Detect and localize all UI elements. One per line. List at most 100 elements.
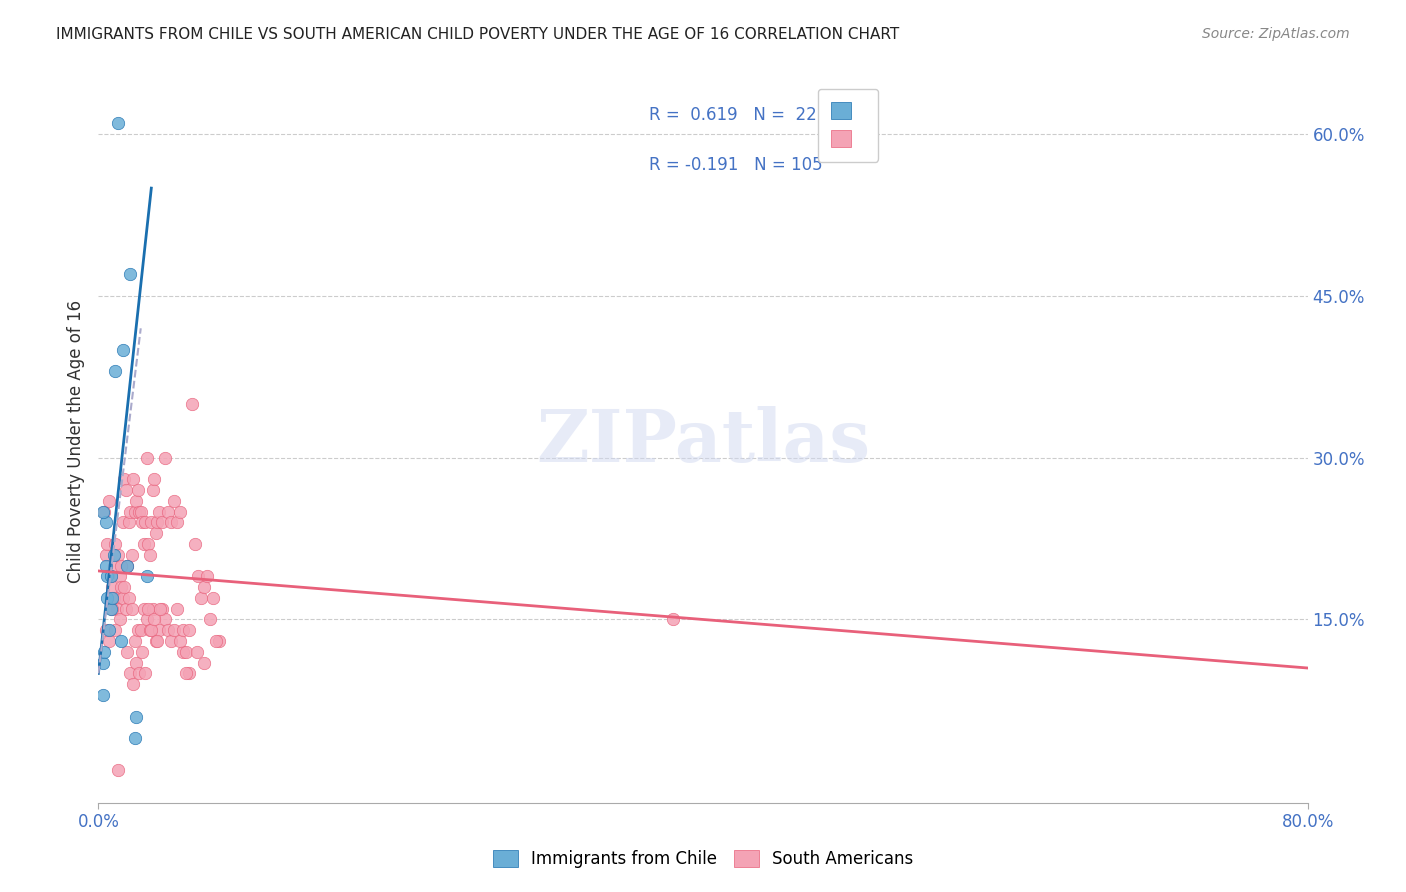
South Americans bbox=[186, 645, 208, 659]
South Americans bbox=[136, 601, 159, 615]
South Americans bbox=[111, 591, 134, 605]
South Americans bbox=[103, 591, 125, 605]
Immigrants from Chile bbox=[96, 569, 118, 583]
Immigrants from Chile bbox=[91, 688, 114, 702]
South Americans bbox=[112, 580, 135, 594]
South Americans bbox=[174, 645, 197, 659]
Immigrants from Chile bbox=[115, 558, 138, 573]
South Americans bbox=[136, 537, 159, 551]
South Americans bbox=[104, 537, 127, 551]
Immigrants from Chile bbox=[120, 268, 142, 282]
Immigrants from Chile bbox=[124, 731, 146, 745]
Immigrants from Chile bbox=[104, 364, 127, 378]
South Americans bbox=[145, 634, 167, 648]
South Americans bbox=[96, 537, 118, 551]
South Americans bbox=[108, 569, 131, 583]
South Americans bbox=[101, 601, 124, 615]
South Americans bbox=[150, 601, 173, 615]
South Americans bbox=[202, 591, 225, 605]
South Americans bbox=[131, 645, 153, 659]
Immigrants from Chile bbox=[100, 569, 122, 583]
South Americans bbox=[145, 526, 167, 541]
South Americans bbox=[132, 601, 155, 615]
South Americans bbox=[139, 548, 162, 562]
South Americans bbox=[93, 505, 115, 519]
South Americans bbox=[169, 634, 191, 648]
South Americans bbox=[107, 548, 129, 562]
South Americans bbox=[124, 505, 146, 519]
South Americans bbox=[110, 580, 132, 594]
South Americans bbox=[187, 569, 209, 583]
South Americans bbox=[122, 472, 145, 486]
South Americans bbox=[122, 677, 145, 691]
Legend: , : , bbox=[818, 88, 879, 161]
South Americans bbox=[111, 516, 134, 530]
South Americans bbox=[141, 624, 163, 638]
South Americans bbox=[153, 612, 176, 626]
South Americans bbox=[200, 612, 222, 626]
South Americans bbox=[148, 624, 170, 638]
South Americans bbox=[115, 558, 138, 573]
South Americans bbox=[135, 612, 157, 626]
South Americans bbox=[195, 569, 218, 583]
South Americans bbox=[146, 634, 169, 648]
Text: R =  0.619   N =  22: R = 0.619 N = 22 bbox=[648, 105, 817, 124]
South Americans bbox=[105, 591, 128, 605]
South Americans bbox=[98, 493, 121, 508]
South Americans bbox=[107, 764, 129, 778]
Immigrants from Chile bbox=[107, 116, 129, 130]
South Americans bbox=[129, 624, 152, 638]
South Americans bbox=[125, 493, 148, 508]
South Americans bbox=[114, 601, 136, 615]
Immigrants from Chile bbox=[94, 516, 117, 530]
South Americans bbox=[160, 516, 183, 530]
South Americans bbox=[190, 591, 212, 605]
South Americans bbox=[163, 493, 186, 508]
South Americans bbox=[120, 666, 142, 681]
South Americans bbox=[193, 656, 215, 670]
South Americans bbox=[131, 516, 153, 530]
South Americans bbox=[148, 505, 170, 519]
South Americans bbox=[141, 516, 163, 530]
South Americans bbox=[134, 666, 156, 681]
Immigrants from Chile bbox=[94, 558, 117, 573]
Text: R = -0.191   N = 105: R = -0.191 N = 105 bbox=[648, 156, 823, 174]
Text: Source: ZipAtlas.com: Source: ZipAtlas.com bbox=[1202, 27, 1350, 41]
Immigrants from Chile bbox=[111, 343, 134, 357]
Immigrants from Chile bbox=[110, 634, 132, 648]
Immigrants from Chile bbox=[93, 645, 115, 659]
South Americans bbox=[121, 548, 143, 562]
South Americans bbox=[127, 483, 149, 497]
South Americans bbox=[143, 472, 166, 486]
South Americans bbox=[193, 580, 215, 594]
South Americans bbox=[166, 516, 188, 530]
South Americans bbox=[139, 624, 162, 638]
South Americans bbox=[166, 601, 188, 615]
South Americans bbox=[169, 505, 191, 519]
Immigrants from Chile bbox=[91, 505, 114, 519]
South Americans bbox=[120, 505, 142, 519]
Immigrants from Chile bbox=[101, 591, 124, 605]
South Americans bbox=[142, 601, 165, 615]
Immigrants from Chile bbox=[98, 624, 121, 638]
Immigrants from Chile bbox=[96, 591, 118, 605]
Text: ZIPatlas: ZIPatlas bbox=[536, 406, 870, 477]
South Americans bbox=[135, 450, 157, 465]
South Americans bbox=[208, 634, 231, 648]
South Americans bbox=[132, 537, 155, 551]
South Americans bbox=[156, 624, 179, 638]
South Americans bbox=[104, 624, 127, 638]
South Americans bbox=[205, 634, 228, 648]
South Americans bbox=[153, 450, 176, 465]
South Americans bbox=[124, 634, 146, 648]
South Americans bbox=[128, 505, 150, 519]
South Americans bbox=[100, 569, 122, 583]
South Americans bbox=[160, 634, 183, 648]
South Americans bbox=[174, 666, 197, 681]
South Americans bbox=[179, 624, 201, 638]
Text: IMMIGRANTS FROM CHILE VS SOUTH AMERICAN CHILD POVERTY UNDER THE AGE OF 16 CORREL: IMMIGRANTS FROM CHILE VS SOUTH AMERICAN … bbox=[56, 27, 900, 42]
South Americans bbox=[146, 516, 169, 530]
Y-axis label: Child Poverty Under the Age of 16: Child Poverty Under the Age of 16 bbox=[66, 300, 84, 583]
Immigrants from Chile bbox=[100, 601, 122, 615]
Legend: Immigrants from Chile, South Americans: Immigrants from Chile, South Americans bbox=[486, 843, 920, 875]
